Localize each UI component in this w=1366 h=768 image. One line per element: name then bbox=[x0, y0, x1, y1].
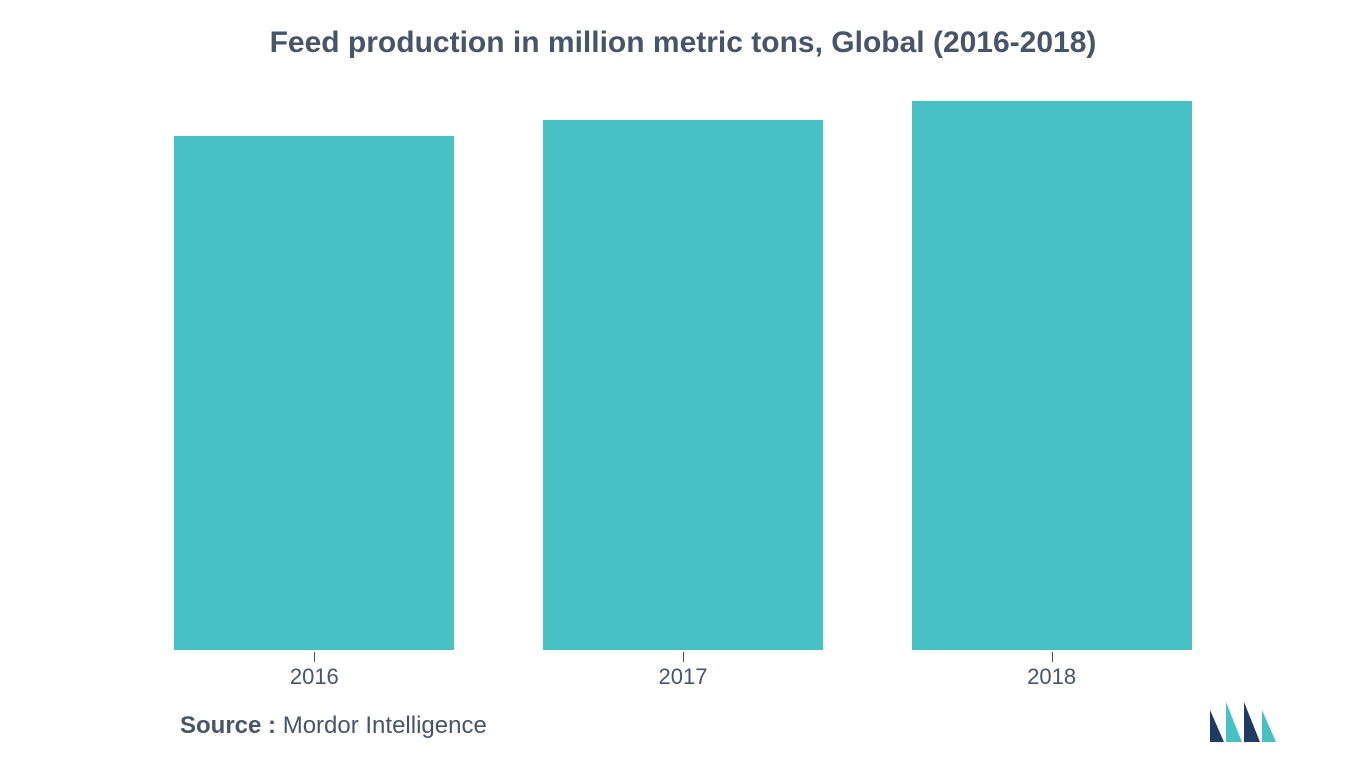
bar-slot-2018 bbox=[912, 70, 1192, 650]
chart-title: Feed production in million metric tons, … bbox=[80, 26, 1286, 60]
source-attribution: Source : Mordor Intelligence bbox=[80, 690, 1286, 740]
x-tick-2017 bbox=[683, 652, 684, 662]
logo-stripes-icon bbox=[1210, 702, 1276, 742]
x-tick-2016 bbox=[314, 652, 315, 662]
source-text: Mordor Intelligence bbox=[276, 712, 487, 739]
mordor-logo-icon bbox=[1210, 700, 1280, 742]
bar-2018 bbox=[912, 101, 1192, 650]
bar-2017 bbox=[543, 120, 823, 650]
source-label: Source : bbox=[180, 712, 276, 739]
xlabel-2016: 2016 bbox=[174, 664, 454, 690]
xlabel-2018: 2018 bbox=[912, 664, 1192, 690]
xlabel-2017: 2017 bbox=[543, 664, 823, 690]
bar-2016 bbox=[174, 136, 454, 650]
chart-container: Feed production in million metric tons, … bbox=[0, 0, 1366, 768]
x-tick-2018 bbox=[1052, 652, 1053, 662]
bar-slot-2017 bbox=[543, 70, 823, 650]
plot-area bbox=[80, 70, 1286, 650]
bar-slot-2016 bbox=[174, 70, 454, 650]
